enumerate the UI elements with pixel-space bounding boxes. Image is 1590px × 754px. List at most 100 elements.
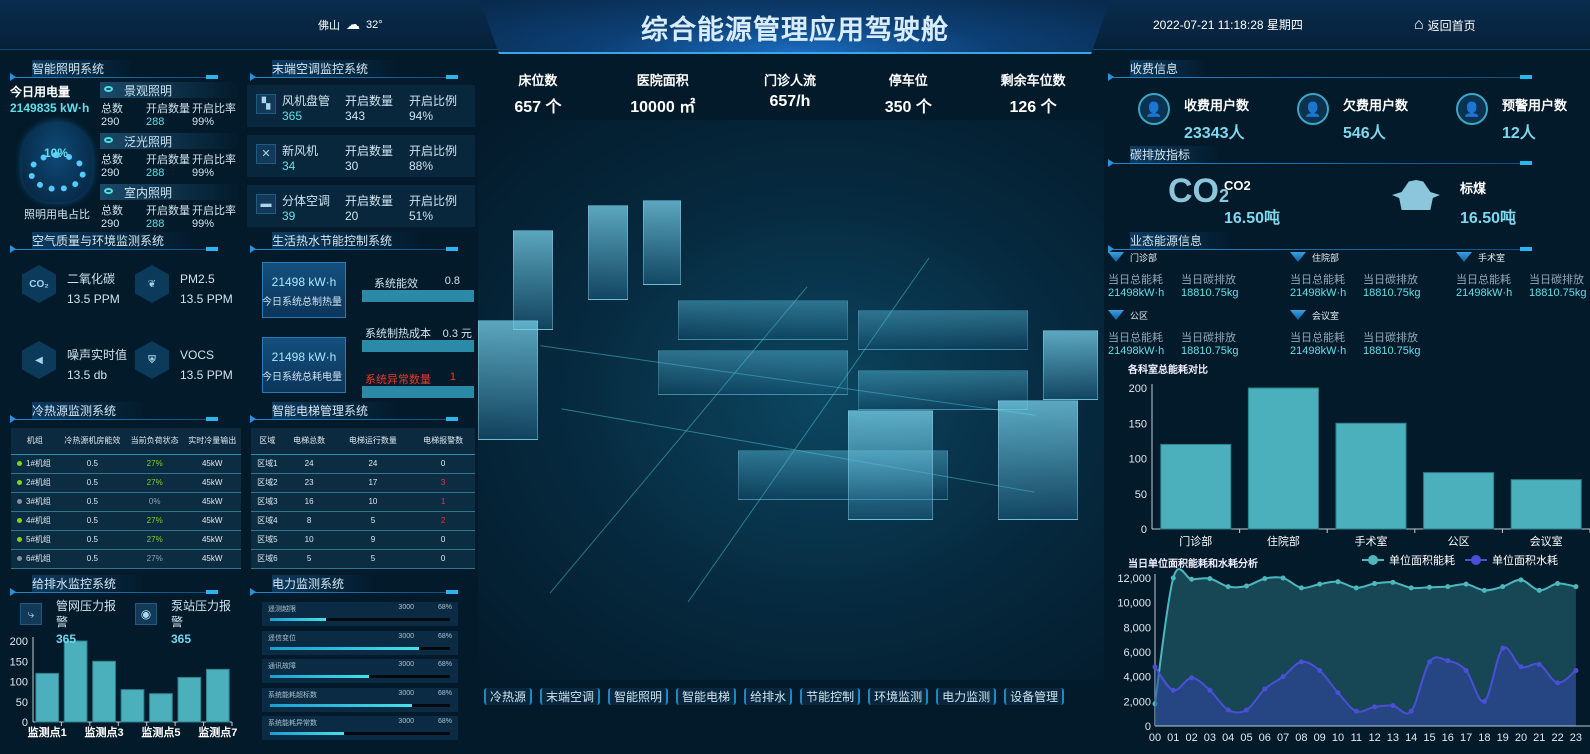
table-row[interactable]: 区域3 16 10 1 xyxy=(251,492,475,512)
data-point[interactable] xyxy=(1262,686,1268,692)
bar[interactable] xyxy=(1423,472,1495,530)
data-point[interactable] xyxy=(1280,575,1286,581)
elevator-running: 10 xyxy=(334,492,412,512)
bar[interactable] xyxy=(120,689,145,723)
data-point[interactable] xyxy=(1317,581,1323,587)
data-point[interactable] xyxy=(1335,690,1341,696)
data-point[interactable] xyxy=(1372,704,1378,710)
legend-label: 单位面积水耗 xyxy=(1492,553,1558,567)
nav-tab[interactable]: 智能电梯 xyxy=(676,688,737,705)
lighting-group-header: 景观照明 xyxy=(100,82,240,98)
data-point[interactable] xyxy=(1353,585,1359,591)
data-point[interactable] xyxy=(1390,703,1396,709)
data-point[interactable] xyxy=(1262,576,1268,582)
data-point[interactable] xyxy=(1225,584,1231,590)
data-point[interactable] xyxy=(1170,687,1176,693)
table-row[interactable]: 区域1 24 24 0 xyxy=(251,454,475,474)
data-point[interactable] xyxy=(1573,668,1579,673)
bar[interactable] xyxy=(63,640,88,723)
data-point[interactable] xyxy=(1207,576,1213,582)
elevator-total: 10 xyxy=(283,530,335,550)
table-row[interactable]: 5#机组 0.5 27% 45kW xyxy=(11,530,241,550)
table-row[interactable]: 3#机组 0.5 0% 45kW xyxy=(11,492,241,512)
data-point[interactable] xyxy=(1408,708,1414,714)
nav-tab[interactable]: 智能照明 xyxy=(608,688,669,705)
data-point[interactable] xyxy=(1463,668,1469,673)
data-point[interactable] xyxy=(1298,585,1304,591)
table-row[interactable]: 4#机组 0.5 27% 45kW xyxy=(11,511,241,531)
data-point[interactable] xyxy=(1372,581,1378,587)
nav-tab[interactable]: 末端空调 xyxy=(540,688,601,705)
bar[interactable] xyxy=(149,693,173,723)
stat-label: 停车位 xyxy=(888,73,928,88)
power-item-name: 遥信变位 xyxy=(268,634,296,642)
nav-tab[interactable]: 电力监测 xyxy=(936,688,997,705)
nav-tab[interactable]: 设备管理 xyxy=(1004,688,1065,705)
bar[interactable] xyxy=(205,668,230,723)
data-point[interactable] xyxy=(1317,668,1323,673)
elevator-running: 17 xyxy=(334,473,412,493)
data-point[interactable] xyxy=(1445,658,1451,664)
city-3d-view[interactable] xyxy=(478,120,1104,680)
table-row[interactable]: 6#机组 0.5 27% 45kW xyxy=(11,549,241,569)
data-point[interactable] xyxy=(1427,584,1432,590)
power-item-count: 3000 xyxy=(398,661,414,668)
data-point[interactable] xyxy=(1536,661,1542,667)
data-point[interactable] xyxy=(1390,579,1396,585)
table-row[interactable]: 区域5 10 9 0 xyxy=(251,530,475,550)
data-point[interactable] xyxy=(1225,707,1231,713)
data-point[interactable] xyxy=(1408,585,1414,591)
data-point[interactable] xyxy=(1518,577,1524,583)
x-tick-label: 22 xyxy=(1551,732,1563,744)
progress-fill xyxy=(270,675,369,678)
city: 佛山 xyxy=(318,19,340,32)
bar[interactable] xyxy=(1510,479,1582,530)
data-point[interactable] xyxy=(1207,687,1213,693)
data-point[interactable] xyxy=(1481,698,1487,704)
table-row[interactable]: 区域2 23 17 3 xyxy=(251,473,475,493)
nav-tab[interactable]: 给排水 xyxy=(744,688,793,705)
data-point[interactable] xyxy=(1353,708,1359,714)
data-point[interactable] xyxy=(1555,581,1561,587)
data-point[interactable] xyxy=(1244,583,1249,589)
data-point[interactable] xyxy=(1189,576,1195,582)
area: 区域5 xyxy=(251,530,284,550)
department-energy-bar-chart: 0 50 100 150 200 门诊部 住院部 手术室 公区 会议室 xyxy=(1129,383,1590,548)
data-point[interactable] xyxy=(1280,674,1286,680)
bar[interactable] xyxy=(1160,443,1232,530)
data-point[interactable] xyxy=(1536,587,1542,593)
data-point[interactable] xyxy=(1335,579,1341,585)
nav-tab[interactable]: 环境监测 xyxy=(868,688,929,705)
y-tick-label: 150 xyxy=(10,656,28,668)
nav-tab[interactable]: 冷热源 xyxy=(484,688,533,705)
data-point[interactable] xyxy=(1555,680,1561,686)
data-point[interactable] xyxy=(1244,707,1249,713)
data-point[interactable] xyxy=(1500,645,1506,651)
bar[interactable] xyxy=(35,672,60,723)
bar[interactable] xyxy=(92,660,116,723)
bar[interactable] xyxy=(1247,387,1319,530)
area: 区域4 xyxy=(251,511,284,531)
data-point[interactable] xyxy=(1445,584,1451,590)
data-point[interactable] xyxy=(1518,664,1524,670)
water-alarm-name: 泵站压力报警 xyxy=(171,599,232,629)
table-row[interactable]: 1#机组 0.5 27% 45kW xyxy=(11,454,241,474)
data-point[interactable] xyxy=(1500,584,1506,590)
bar[interactable] xyxy=(177,676,202,723)
data-point[interactable] xyxy=(1573,584,1579,590)
data-point[interactable] xyxy=(1298,659,1304,665)
table-row[interactable]: 2#机组 0.5 27% 45kW xyxy=(11,473,241,493)
data-point[interactable] xyxy=(1170,575,1176,581)
table-row[interactable]: 区域4 8 5 2 xyxy=(251,511,475,531)
data-point[interactable] xyxy=(1481,587,1487,593)
data-point[interactable] xyxy=(1189,675,1195,681)
cost-value: 0.3 元 xyxy=(442,328,472,340)
data-point[interactable] xyxy=(1427,659,1432,665)
data-point[interactable] xyxy=(1463,581,1469,587)
table-row[interactable]: 区域6 5 5 0 xyxy=(251,549,475,569)
bar[interactable] xyxy=(1335,422,1407,530)
lamp-icon xyxy=(104,188,113,194)
data-point[interactable] xyxy=(1152,664,1158,670)
nav-tab[interactable]: 节能控制 xyxy=(800,688,861,705)
home-button[interactable]: ⌂ 返回首页 xyxy=(1414,16,1476,34)
